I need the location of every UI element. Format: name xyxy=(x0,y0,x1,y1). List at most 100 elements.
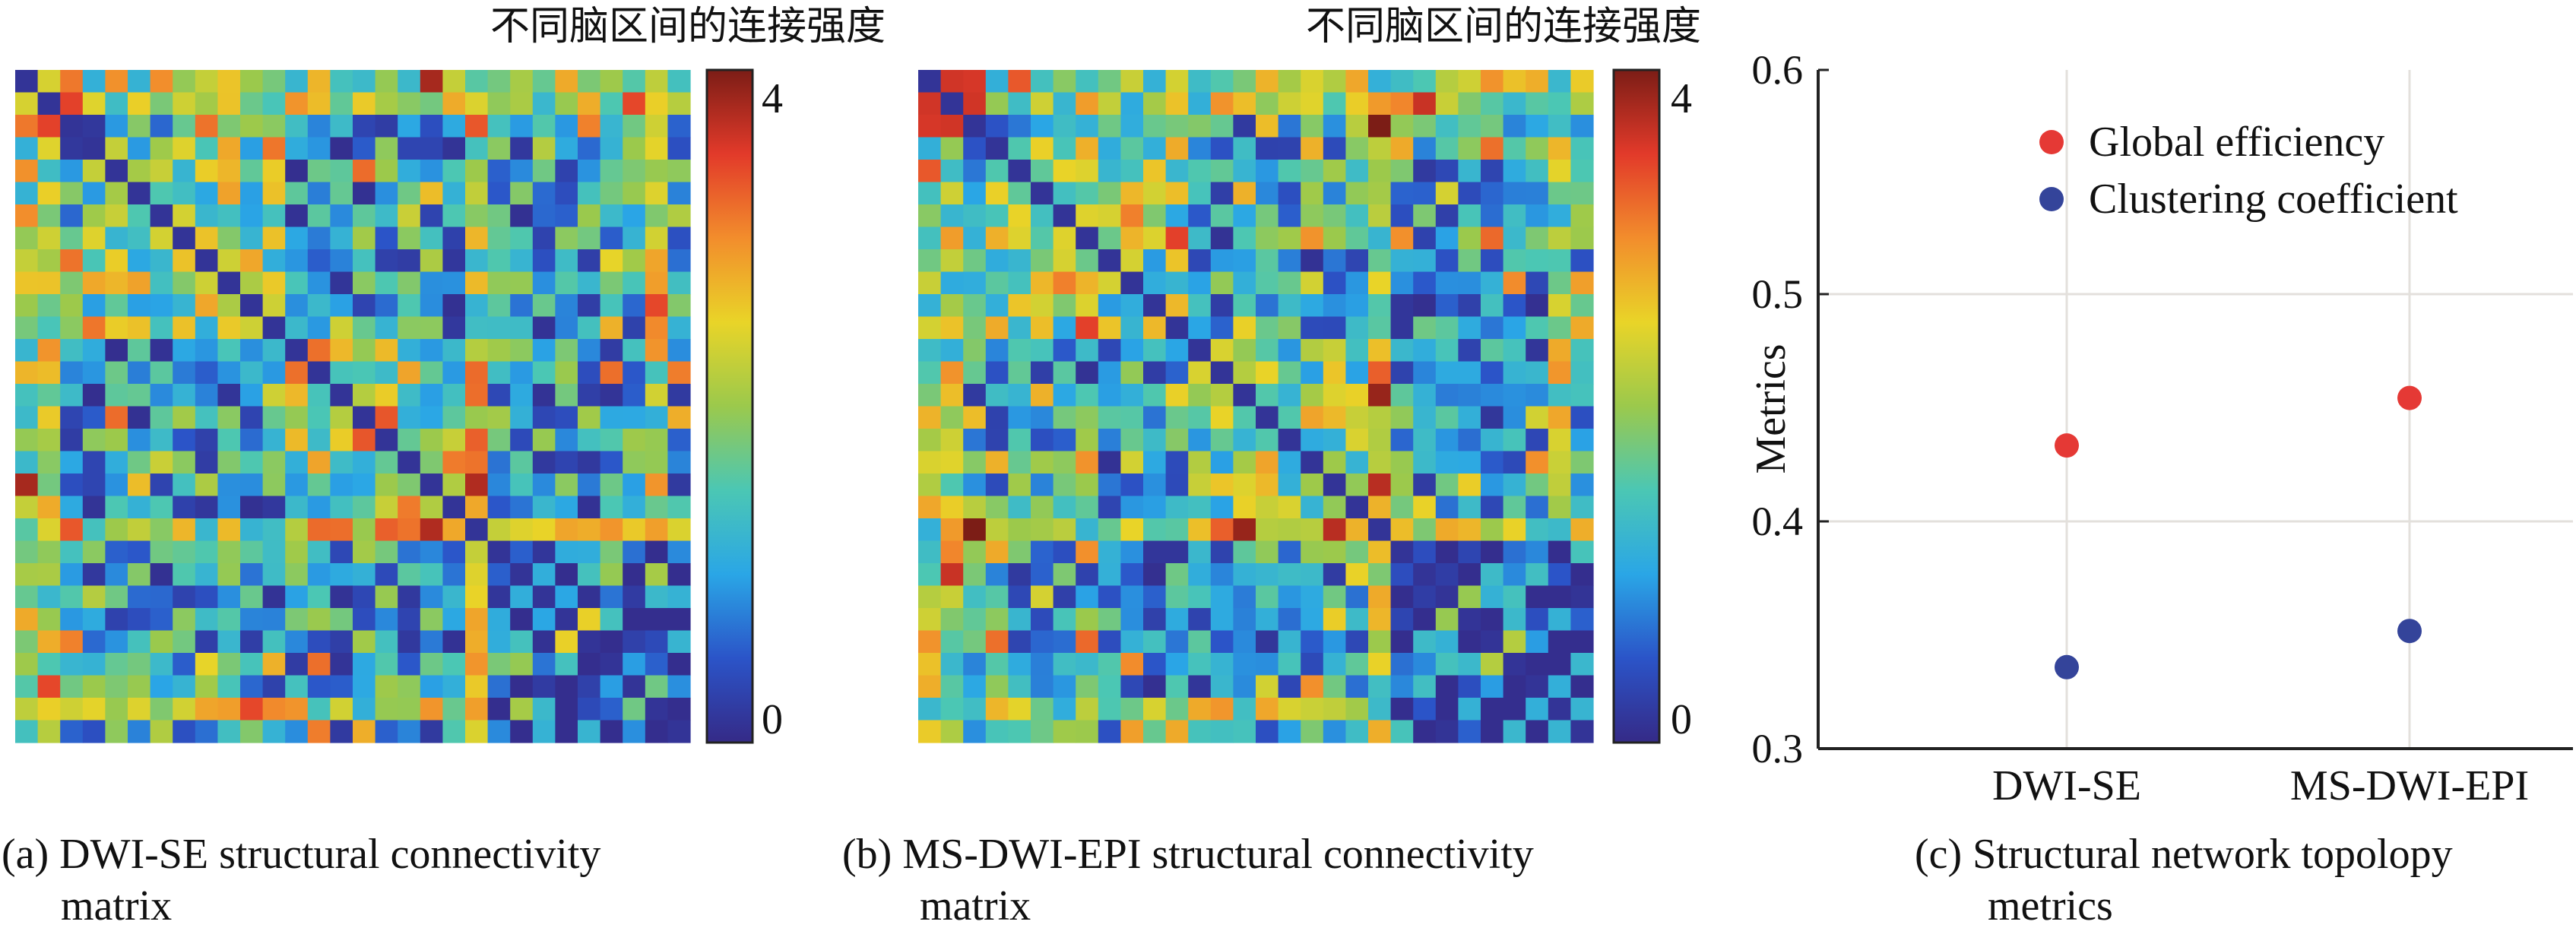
heatmap-cell xyxy=(1301,563,1324,587)
heatmap-cell xyxy=(1481,70,1504,93)
heatmap-cell xyxy=(1098,361,1121,385)
heatmap-cell xyxy=(578,294,601,318)
heatmap-cell xyxy=(667,70,691,93)
heatmap-cell xyxy=(465,496,489,519)
heatmap-cell xyxy=(1526,406,1549,429)
heatmap-cell xyxy=(1278,675,1301,698)
heatmap-cell xyxy=(532,339,556,363)
heatmap-cell xyxy=(1256,361,1279,385)
heatmap-cell xyxy=(1008,92,1031,116)
heatmap-cell xyxy=(330,182,353,205)
heatmap-cell xyxy=(1435,137,1459,160)
heatmap-cell xyxy=(1143,339,1167,363)
heatmap-cell xyxy=(173,92,196,116)
heatmap-cell xyxy=(555,70,578,93)
heatmap-cell xyxy=(1526,182,1549,205)
heatmap-cell xyxy=(330,406,353,429)
heatmap-cell xyxy=(442,115,466,138)
heatmap-cell xyxy=(623,226,646,250)
heatmap-cell xyxy=(623,675,646,698)
heatmap-cell xyxy=(1098,384,1121,407)
heatmap-cell xyxy=(1031,361,1054,385)
heatmap-cell xyxy=(262,70,286,93)
heatmap-cell xyxy=(1481,698,1504,721)
heatmap-cell xyxy=(1368,316,1392,340)
heatmap-cell xyxy=(1345,160,1369,183)
heatmap-cell xyxy=(1120,249,1144,273)
heatmap-cell xyxy=(195,92,218,116)
heatmap-cell xyxy=(375,361,398,385)
heatmap-cell xyxy=(1570,653,1594,676)
heatmap-cell xyxy=(510,384,534,407)
heatmap-cell xyxy=(1503,70,1526,93)
heatmap-cell xyxy=(555,294,578,318)
heatmap-cell xyxy=(353,384,376,407)
heatmap-cell xyxy=(1435,653,1459,676)
heatmap-cell xyxy=(37,653,61,676)
heatmap-cell xyxy=(1076,406,1099,429)
heatmap-cell xyxy=(442,406,466,429)
heatmap-cell xyxy=(1188,585,1212,609)
heatmap-cell xyxy=(105,518,128,542)
heatmap-cell xyxy=(1368,429,1392,452)
heatmap-cell xyxy=(150,585,173,609)
heatmap-cell xyxy=(1165,540,1189,564)
heatmap-cell xyxy=(1278,204,1301,228)
heatmap-cell xyxy=(918,675,942,698)
heatmap-cell xyxy=(940,563,964,587)
heatmap-cell xyxy=(1143,608,1167,632)
heatmap-cell xyxy=(1301,675,1324,698)
heatmap-cell xyxy=(195,182,218,205)
heatmap-cell xyxy=(1278,316,1301,340)
heatmap-cell xyxy=(262,630,286,654)
heatmap-cell xyxy=(195,339,218,363)
heatmap-cell xyxy=(375,182,398,205)
heatmap-cell xyxy=(963,384,987,407)
heatmap-cell xyxy=(1278,361,1301,385)
heatmap-cell xyxy=(1413,384,1437,407)
heatmap-cell xyxy=(105,608,128,632)
heatmap-cell xyxy=(398,204,421,228)
heatmap-cell xyxy=(1390,137,1414,160)
heatmap-cell xyxy=(1165,316,1189,340)
heatmap-cell xyxy=(1570,316,1594,340)
heatmap-cell xyxy=(1076,182,1099,205)
heatmap-cell xyxy=(420,518,443,542)
heatmap-cell xyxy=(1053,540,1076,564)
heatmap-cell xyxy=(1278,160,1301,183)
heatmap-cell xyxy=(645,384,668,407)
heatmap-cell xyxy=(985,361,1009,385)
heatmap-cell xyxy=(105,160,128,183)
heatmap-cell xyxy=(645,339,668,363)
heatmap-cell xyxy=(60,630,84,654)
heatmap-cell xyxy=(285,384,309,407)
heatmap-cell xyxy=(1548,675,1571,698)
heatmap-cell xyxy=(1413,92,1437,116)
heatmap-cell xyxy=(1323,653,1346,676)
heatmap-cell xyxy=(1098,339,1121,363)
heatmap-cell xyxy=(532,406,556,429)
heatmap-cell xyxy=(1076,698,1099,721)
heatmap-cell xyxy=(487,608,511,632)
heatmap-cell xyxy=(532,361,556,385)
heatmap-cell xyxy=(353,698,376,721)
heatmap-cell xyxy=(1210,384,1234,407)
heatmap-cell xyxy=(645,316,668,340)
heatmap-cell xyxy=(1481,563,1504,587)
heatmap-cell xyxy=(1458,474,1481,497)
heatmap-cell xyxy=(1076,563,1099,587)
heatmap-cell xyxy=(442,675,466,698)
heatmap-cell xyxy=(195,429,218,452)
heatmap-cell xyxy=(1008,160,1031,183)
heatmap-cell xyxy=(105,271,128,295)
heatmap-cell xyxy=(940,70,964,93)
heatmap-cell xyxy=(645,294,668,318)
heatmap-cell xyxy=(1435,226,1459,250)
heatmap-cell xyxy=(1526,540,1549,564)
heatmap-cell xyxy=(487,429,511,452)
heatmap-cell xyxy=(940,204,964,228)
heatmap-cell xyxy=(1143,249,1167,273)
heatmap-cell xyxy=(465,698,489,721)
heatmap-cell xyxy=(353,429,376,452)
heatmap-cell xyxy=(963,451,987,474)
